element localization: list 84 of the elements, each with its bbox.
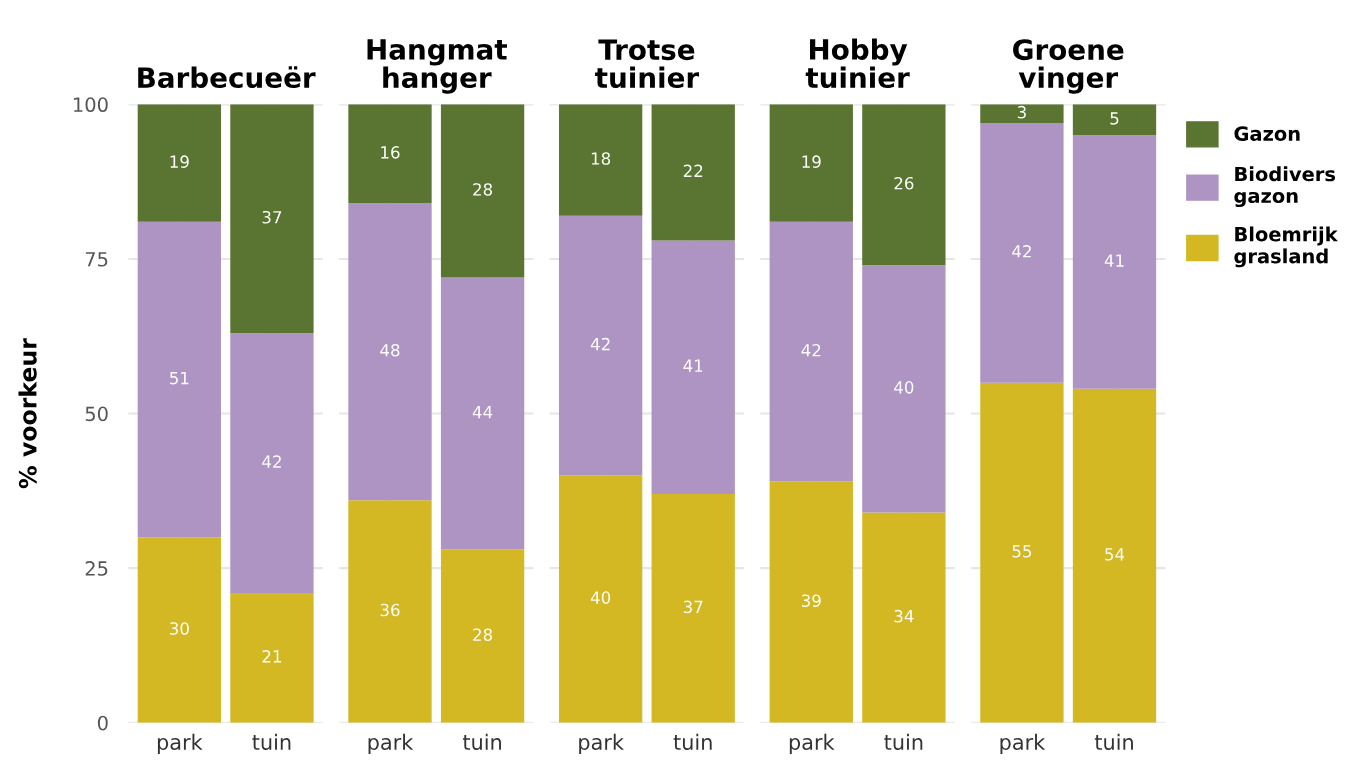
data-label: 19 [170, 155, 189, 168]
bar [348, 500, 432, 723]
legend-label: Bloemrijk grasland [1234, 226, 1338, 268]
x-tick-label: park [368, 733, 414, 755]
legend-label: Biodivers gazon [1234, 166, 1336, 208]
x-tick-label: tuin [462, 733, 501, 750]
bar [440, 277, 525, 550]
bar [348, 203, 432, 501]
x-tick-label: tuin [673, 733, 712, 750]
bar [769, 104, 853, 222]
chart-title: Hangmat hanger [367, 39, 507, 94]
bar [862, 104, 946, 266]
chart-title: Hobby tuinier [805, 38, 910, 89]
bar [980, 122, 1064, 383]
data-label: 5 [1110, 112, 1119, 125]
data-label: 44 [472, 406, 493, 419]
bar [137, 221, 222, 538]
data-label: 21 [262, 650, 281, 663]
data-label: 48 [380, 343, 400, 357]
bar [137, 104, 222, 222]
bar [651, 104, 735, 241]
data-label: 22 [683, 164, 703, 177]
data-label: 42 [262, 455, 281, 468]
y-tick-label: 25 [85, 561, 108, 576]
bar [1072, 388, 1157, 723]
bar [137, 537, 222, 723]
data-label: 30 [170, 622, 189, 635]
data-label: 55 [1012, 545, 1032, 558]
data-label: 3 [1017, 105, 1026, 119]
bar [769, 481, 853, 723]
bar [651, 493, 735, 723]
bar [769, 221, 853, 482]
data-label: 42 [590, 337, 610, 351]
bar [980, 382, 1064, 723]
data-label: 54 [1105, 548, 1125, 561]
bar [230, 104, 314, 334]
bar [862, 265, 946, 513]
bar [558, 215, 643, 476]
bar [862, 512, 946, 723]
legend-label: Gazon [1234, 126, 1300, 141]
x-tick-label: tuin [884, 733, 923, 750]
bar [980, 104, 1064, 123]
x-tick-label: park [1000, 733, 1046, 755]
bar [230, 333, 314, 593]
y-tick-label: 100 [74, 97, 108, 113]
data-label: 42 [801, 343, 821, 357]
x-tick-label: park [579, 733, 624, 755]
data-label: 41 [683, 359, 703, 372]
y-axis-title: % voorkeur [18, 338, 37, 489]
data-label: 40 [894, 381, 914, 394]
data-label: 28 [473, 183, 493, 196]
bar [440, 104, 525, 278]
bar [348, 104, 432, 204]
x-tick-label: tuin [252, 733, 291, 750]
data-label: 39 [801, 594, 821, 607]
bar [1072, 135, 1157, 389]
bar [651, 240, 735, 494]
data-label: 51 [170, 371, 189, 385]
y-tick-label: 0 [97, 715, 108, 731]
data-label: 16 [381, 146, 400, 159]
data-label: 18 [591, 152, 611, 165]
x-tick-label: park [157, 733, 203, 755]
bar [440, 549, 525, 723]
bar [1072, 104, 1157, 136]
data-label: 37 [262, 210, 282, 224]
y-tick-label: 50 [85, 406, 108, 422]
data-label: 36 [380, 603, 400, 617]
data-label: 37 [683, 600, 703, 614]
bar [558, 475, 643, 723]
data-label: 42 [1012, 245, 1031, 258]
data-label: 19 [802, 155, 821, 168]
bar [558, 104, 643, 216]
bar [230, 592, 314, 723]
data-label: 26 [894, 176, 914, 190]
x-tick-label: tuin [1094, 733, 1133, 750]
data-label: 34 [894, 609, 914, 623]
y-tick-label: 75 [85, 252, 108, 267]
data-label: 28 [473, 628, 493, 642]
data-label: 41 [1104, 254, 1124, 267]
chart-title: Groene vinger [1013, 39, 1124, 94]
chart-title: Barbecueër [138, 66, 316, 89]
x-tick-label: park [789, 733, 835, 755]
data-label: 40 [590, 591, 611, 604]
chart-title: Trotse tuinier [595, 39, 700, 89]
